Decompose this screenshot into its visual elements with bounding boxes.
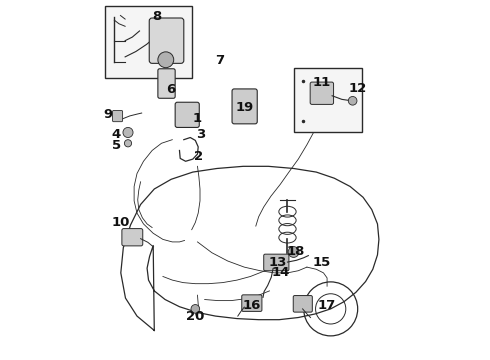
Text: 15: 15 xyxy=(312,256,330,269)
Text: 19: 19 xyxy=(236,101,254,114)
Text: 13: 13 xyxy=(268,256,287,269)
Text: 7: 7 xyxy=(215,54,224,67)
FancyBboxPatch shape xyxy=(149,18,184,63)
Circle shape xyxy=(158,52,174,68)
Text: 8: 8 xyxy=(152,10,161,23)
Text: 16: 16 xyxy=(243,299,261,312)
Circle shape xyxy=(288,247,299,257)
Circle shape xyxy=(191,305,199,313)
Circle shape xyxy=(348,96,357,105)
Bar xyxy=(294,68,362,132)
Text: 17: 17 xyxy=(318,299,336,312)
Text: 12: 12 xyxy=(348,82,367,95)
Circle shape xyxy=(124,140,132,147)
FancyBboxPatch shape xyxy=(122,229,143,246)
Text: 10: 10 xyxy=(112,216,130,229)
Text: 18: 18 xyxy=(286,246,305,258)
Text: 14: 14 xyxy=(272,266,290,279)
Text: 2: 2 xyxy=(194,150,203,163)
Text: 11: 11 xyxy=(312,76,330,89)
FancyBboxPatch shape xyxy=(158,69,175,98)
FancyBboxPatch shape xyxy=(293,296,312,312)
Bar xyxy=(105,6,192,78)
FancyBboxPatch shape xyxy=(310,82,334,104)
FancyBboxPatch shape xyxy=(113,111,122,122)
FancyBboxPatch shape xyxy=(264,254,289,271)
Text: 9: 9 xyxy=(103,108,112,121)
Text: 20: 20 xyxy=(186,310,204,323)
Text: 1: 1 xyxy=(193,112,202,125)
Text: 6: 6 xyxy=(167,83,176,96)
FancyBboxPatch shape xyxy=(232,89,257,124)
FancyBboxPatch shape xyxy=(242,295,262,311)
FancyBboxPatch shape xyxy=(175,102,199,127)
Circle shape xyxy=(123,127,133,138)
Text: 5: 5 xyxy=(112,139,121,152)
Text: 4: 4 xyxy=(112,129,121,141)
Text: 3: 3 xyxy=(196,129,206,141)
